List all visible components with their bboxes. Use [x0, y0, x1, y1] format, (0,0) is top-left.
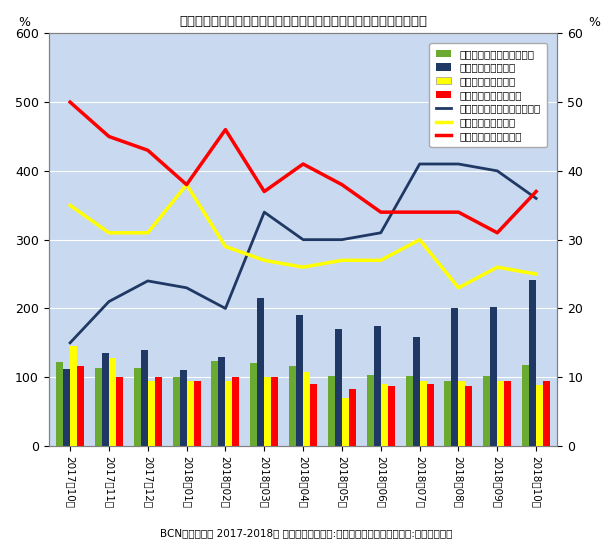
- Bar: [543, 381, 550, 446]
- Bar: [536, 385, 543, 446]
- Bar: [257, 298, 264, 446]
- Bar: [529, 280, 536, 446]
- Bar: [497, 381, 504, 446]
- Bar: [504, 381, 511, 446]
- Legend: 台数前年比（左軸）・全体, 台数前年比・ソニー, 台数前年比・ニコン, 台数前年比・キヤノン, 台数シェア（右軸）・ソニー, 台数シェア・ニコン, 台数シェア・: 台数前年比（左軸）・全体, 台数前年比・ソニー, 台数前年比・ニコン, 台数前年…: [430, 43, 547, 147]
- Bar: [483, 376, 490, 446]
- Bar: [406, 376, 413, 446]
- Bar: [328, 376, 335, 446]
- Bar: [444, 381, 451, 446]
- Bar: [116, 377, 123, 446]
- Bar: [289, 366, 296, 446]
- Bar: [381, 384, 388, 446]
- Bar: [413, 337, 420, 446]
- Bar: [420, 381, 427, 446]
- Title: フルサイズレンズ交換型デジカメの販売台数前年比とメーカーシェア: フルサイズレンズ交換型デジカメの販売台数前年比とメーカーシェア: [179, 15, 427, 28]
- Bar: [388, 386, 395, 446]
- Text: %: %: [18, 16, 30, 29]
- Bar: [194, 381, 200, 446]
- Bar: [272, 377, 278, 446]
- Bar: [250, 363, 257, 446]
- Bar: [349, 389, 356, 446]
- Bar: [148, 381, 154, 446]
- Bar: [109, 358, 116, 446]
- Bar: [186, 381, 194, 446]
- Bar: [63, 369, 70, 446]
- Bar: [303, 372, 310, 446]
- Bar: [310, 384, 317, 446]
- Bar: [451, 308, 459, 446]
- Bar: [102, 353, 109, 446]
- Bar: [264, 377, 272, 446]
- Bar: [95, 368, 102, 446]
- Bar: [211, 361, 218, 446]
- Bar: [56, 362, 63, 446]
- Bar: [490, 307, 497, 446]
- Bar: [427, 384, 433, 446]
- Bar: [335, 329, 342, 446]
- Bar: [173, 377, 180, 446]
- Bar: [522, 365, 529, 446]
- Bar: [77, 366, 84, 446]
- Bar: [70, 346, 77, 446]
- Bar: [154, 377, 162, 446]
- Bar: [374, 326, 381, 446]
- Bar: [180, 370, 186, 446]
- Text: BCNランキング 2017-2018年 月次（台数前年比:時系列パネル／台数シェア:最大パネル）: BCNランキング 2017-2018年 月次（台数前年比:時系列パネル／台数シェ…: [161, 528, 452, 538]
- Bar: [141, 350, 148, 446]
- Bar: [465, 386, 473, 446]
- Text: %: %: [588, 16, 600, 29]
- Bar: [459, 381, 465, 446]
- Bar: [296, 315, 303, 446]
- Bar: [218, 357, 226, 446]
- Bar: [232, 377, 240, 446]
- Bar: [342, 398, 349, 446]
- Bar: [367, 375, 374, 446]
- Bar: [226, 381, 232, 446]
- Bar: [134, 368, 141, 446]
